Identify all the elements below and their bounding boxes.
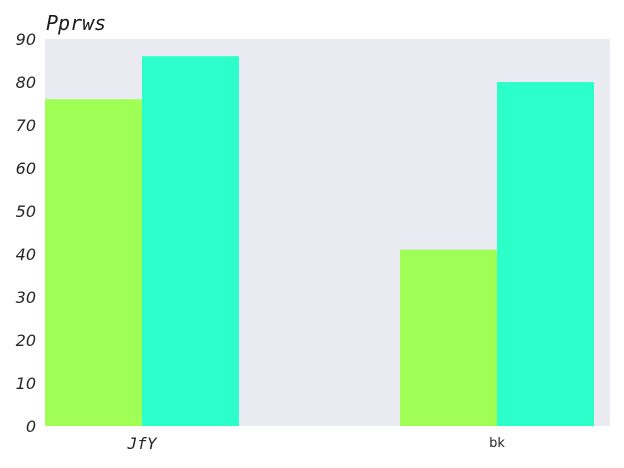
bars-group <box>45 56 594 426</box>
x-axis-ticks: JfY bk <box>127 434 506 453</box>
bar-bk-series-1 <box>400 249 497 426</box>
y-tick-label: 60 <box>16 159 36 178</box>
x-tick-label: bk <box>489 436 505 451</box>
y-tick-label: 30 <box>16 288 36 307</box>
y-tick-label: 0 <box>26 417 36 436</box>
y-tick-label: 40 <box>16 245 36 264</box>
bar-bk-series-2 <box>497 82 594 426</box>
y-tick-label: 20 <box>16 331 36 350</box>
y-axis-ticks: 0 10 20 30 40 50 60 70 80 90 <box>16 30 36 436</box>
y-tick-label: 80 <box>16 73 36 92</box>
y-tick-label: 70 <box>16 116 36 135</box>
y-tick-label: 90 <box>16 30 36 49</box>
y-tick-label: 10 <box>16 374 36 393</box>
x-tick-label: JfY <box>127 434 158 453</box>
chart-title: Pprws <box>46 11 106 35</box>
bar-jfy-series-2 <box>142 56 239 426</box>
bar-jfy-series-1 <box>45 99 142 426</box>
y-tick-label: 50 <box>16 202 36 221</box>
